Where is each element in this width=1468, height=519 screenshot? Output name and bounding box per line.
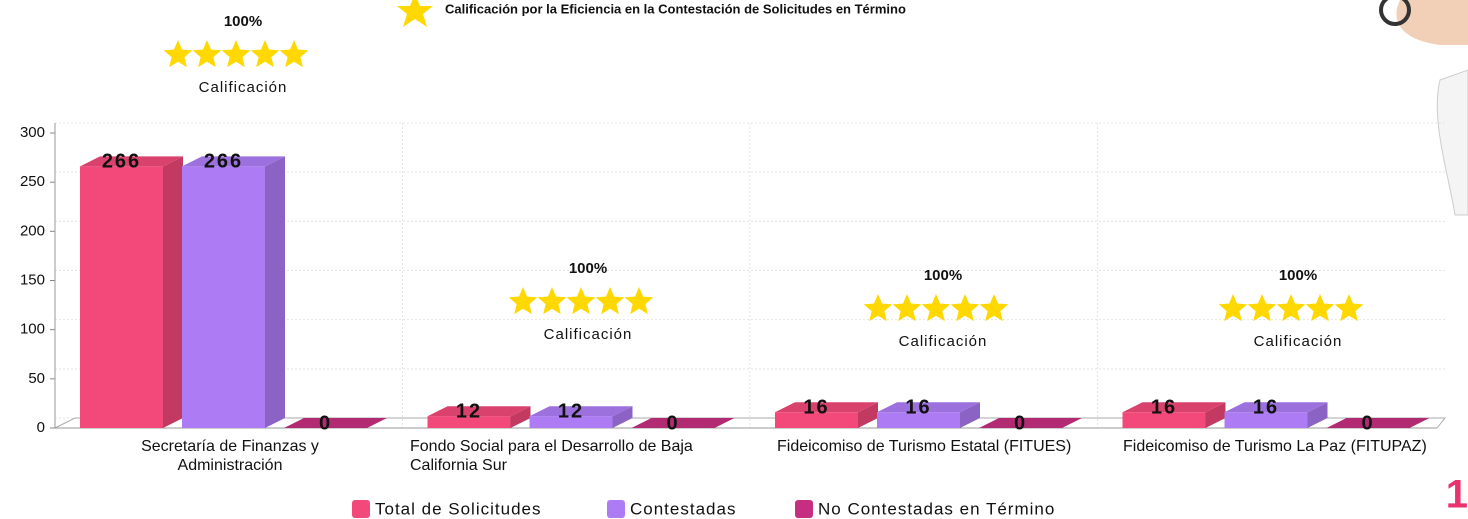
value-label: 266 xyxy=(102,151,141,173)
rating-stars xyxy=(864,294,1009,321)
bar xyxy=(80,156,183,428)
value-label: 0 xyxy=(319,412,332,434)
star xyxy=(922,294,951,321)
page-number: 1 xyxy=(1446,473,1468,517)
rating-caption: Calificación xyxy=(899,333,988,350)
star xyxy=(222,40,251,67)
value-label: 16 xyxy=(1151,397,1177,419)
value-label: 16 xyxy=(1253,397,1279,419)
star xyxy=(1335,294,1364,321)
rating-value: 100% xyxy=(924,267,962,284)
legend-label: No Contestadas en Término xyxy=(818,499,1055,518)
star xyxy=(951,294,980,321)
bar-top xyxy=(1327,418,1430,428)
bar xyxy=(182,156,285,428)
value-label: 0 xyxy=(666,412,679,434)
value-label: 16 xyxy=(803,397,829,419)
star xyxy=(280,40,309,67)
legend-swatch xyxy=(352,500,370,518)
star xyxy=(1277,294,1306,321)
x-tick-label: Secretaría de Finanzas y Administración xyxy=(115,437,345,475)
y-tick-label: 150 xyxy=(20,271,45,288)
star xyxy=(625,287,654,314)
slide: Calificación por la Eficiencia en la Con… xyxy=(0,0,1468,519)
star xyxy=(1248,294,1277,321)
y-tick-label: 200 xyxy=(20,222,45,239)
legend-label: Contestadas xyxy=(630,499,736,518)
value-label: 0 xyxy=(1014,412,1027,434)
bar-front xyxy=(182,166,265,428)
x-tick-label: Fideicomiso de Turismo La Paz (FITUPAZ) xyxy=(1123,437,1458,456)
star xyxy=(538,287,567,314)
y-tick-label: 0 xyxy=(37,419,45,436)
value-label: 0 xyxy=(1361,412,1374,434)
star xyxy=(596,287,625,314)
bar-top xyxy=(979,418,1082,428)
rating-stars xyxy=(509,287,654,314)
character-decoration xyxy=(1381,0,1468,215)
value-label: 12 xyxy=(456,400,482,422)
star xyxy=(1306,294,1335,321)
value-label: 266 xyxy=(204,151,243,173)
rating-caption: Calificación xyxy=(1254,333,1343,350)
rating-value: 100% xyxy=(569,260,607,277)
y-tick-label: 250 xyxy=(20,173,45,190)
y-tick-label: 100 xyxy=(20,321,45,338)
star xyxy=(893,294,922,321)
bar xyxy=(284,418,387,428)
bar-side xyxy=(265,156,285,428)
star xyxy=(980,294,1009,321)
star xyxy=(251,40,280,67)
rating-stars xyxy=(1219,294,1364,321)
bar xyxy=(979,418,1082,428)
star xyxy=(567,287,596,314)
star xyxy=(193,40,222,67)
star xyxy=(509,287,538,314)
rating-value: 100% xyxy=(224,13,262,30)
legend-label: Total de Solicitudes xyxy=(375,499,541,518)
bar-top xyxy=(632,418,735,428)
value-label: 12 xyxy=(558,400,584,422)
bar-side xyxy=(163,156,183,428)
x-tick-label: Fideicomiso de Turismo Estatal (FITUES) xyxy=(777,437,1112,456)
rating-caption: Calificación xyxy=(199,79,288,96)
rating-value: 100% xyxy=(1279,267,1317,284)
x-tick-label: Fondo Social para el Desarrollo de Baja … xyxy=(410,437,745,475)
star xyxy=(1219,294,1248,321)
chart-title: Calificación por la Eficiencia en la Con… xyxy=(445,1,906,16)
y-tick-label: 300 xyxy=(20,124,45,141)
legend-swatch xyxy=(607,500,625,518)
bar xyxy=(632,418,735,428)
rating-caption: Calificación xyxy=(544,326,633,343)
bar xyxy=(1327,418,1430,428)
value-label: 16 xyxy=(905,397,931,419)
star xyxy=(864,294,893,321)
bar-front xyxy=(80,166,163,428)
title-icon xyxy=(397,0,433,27)
star xyxy=(164,40,193,67)
y-tick-label: 50 xyxy=(28,370,45,387)
legend-swatch xyxy=(795,500,813,518)
bar-top xyxy=(284,418,387,428)
rating-stars xyxy=(164,40,309,67)
